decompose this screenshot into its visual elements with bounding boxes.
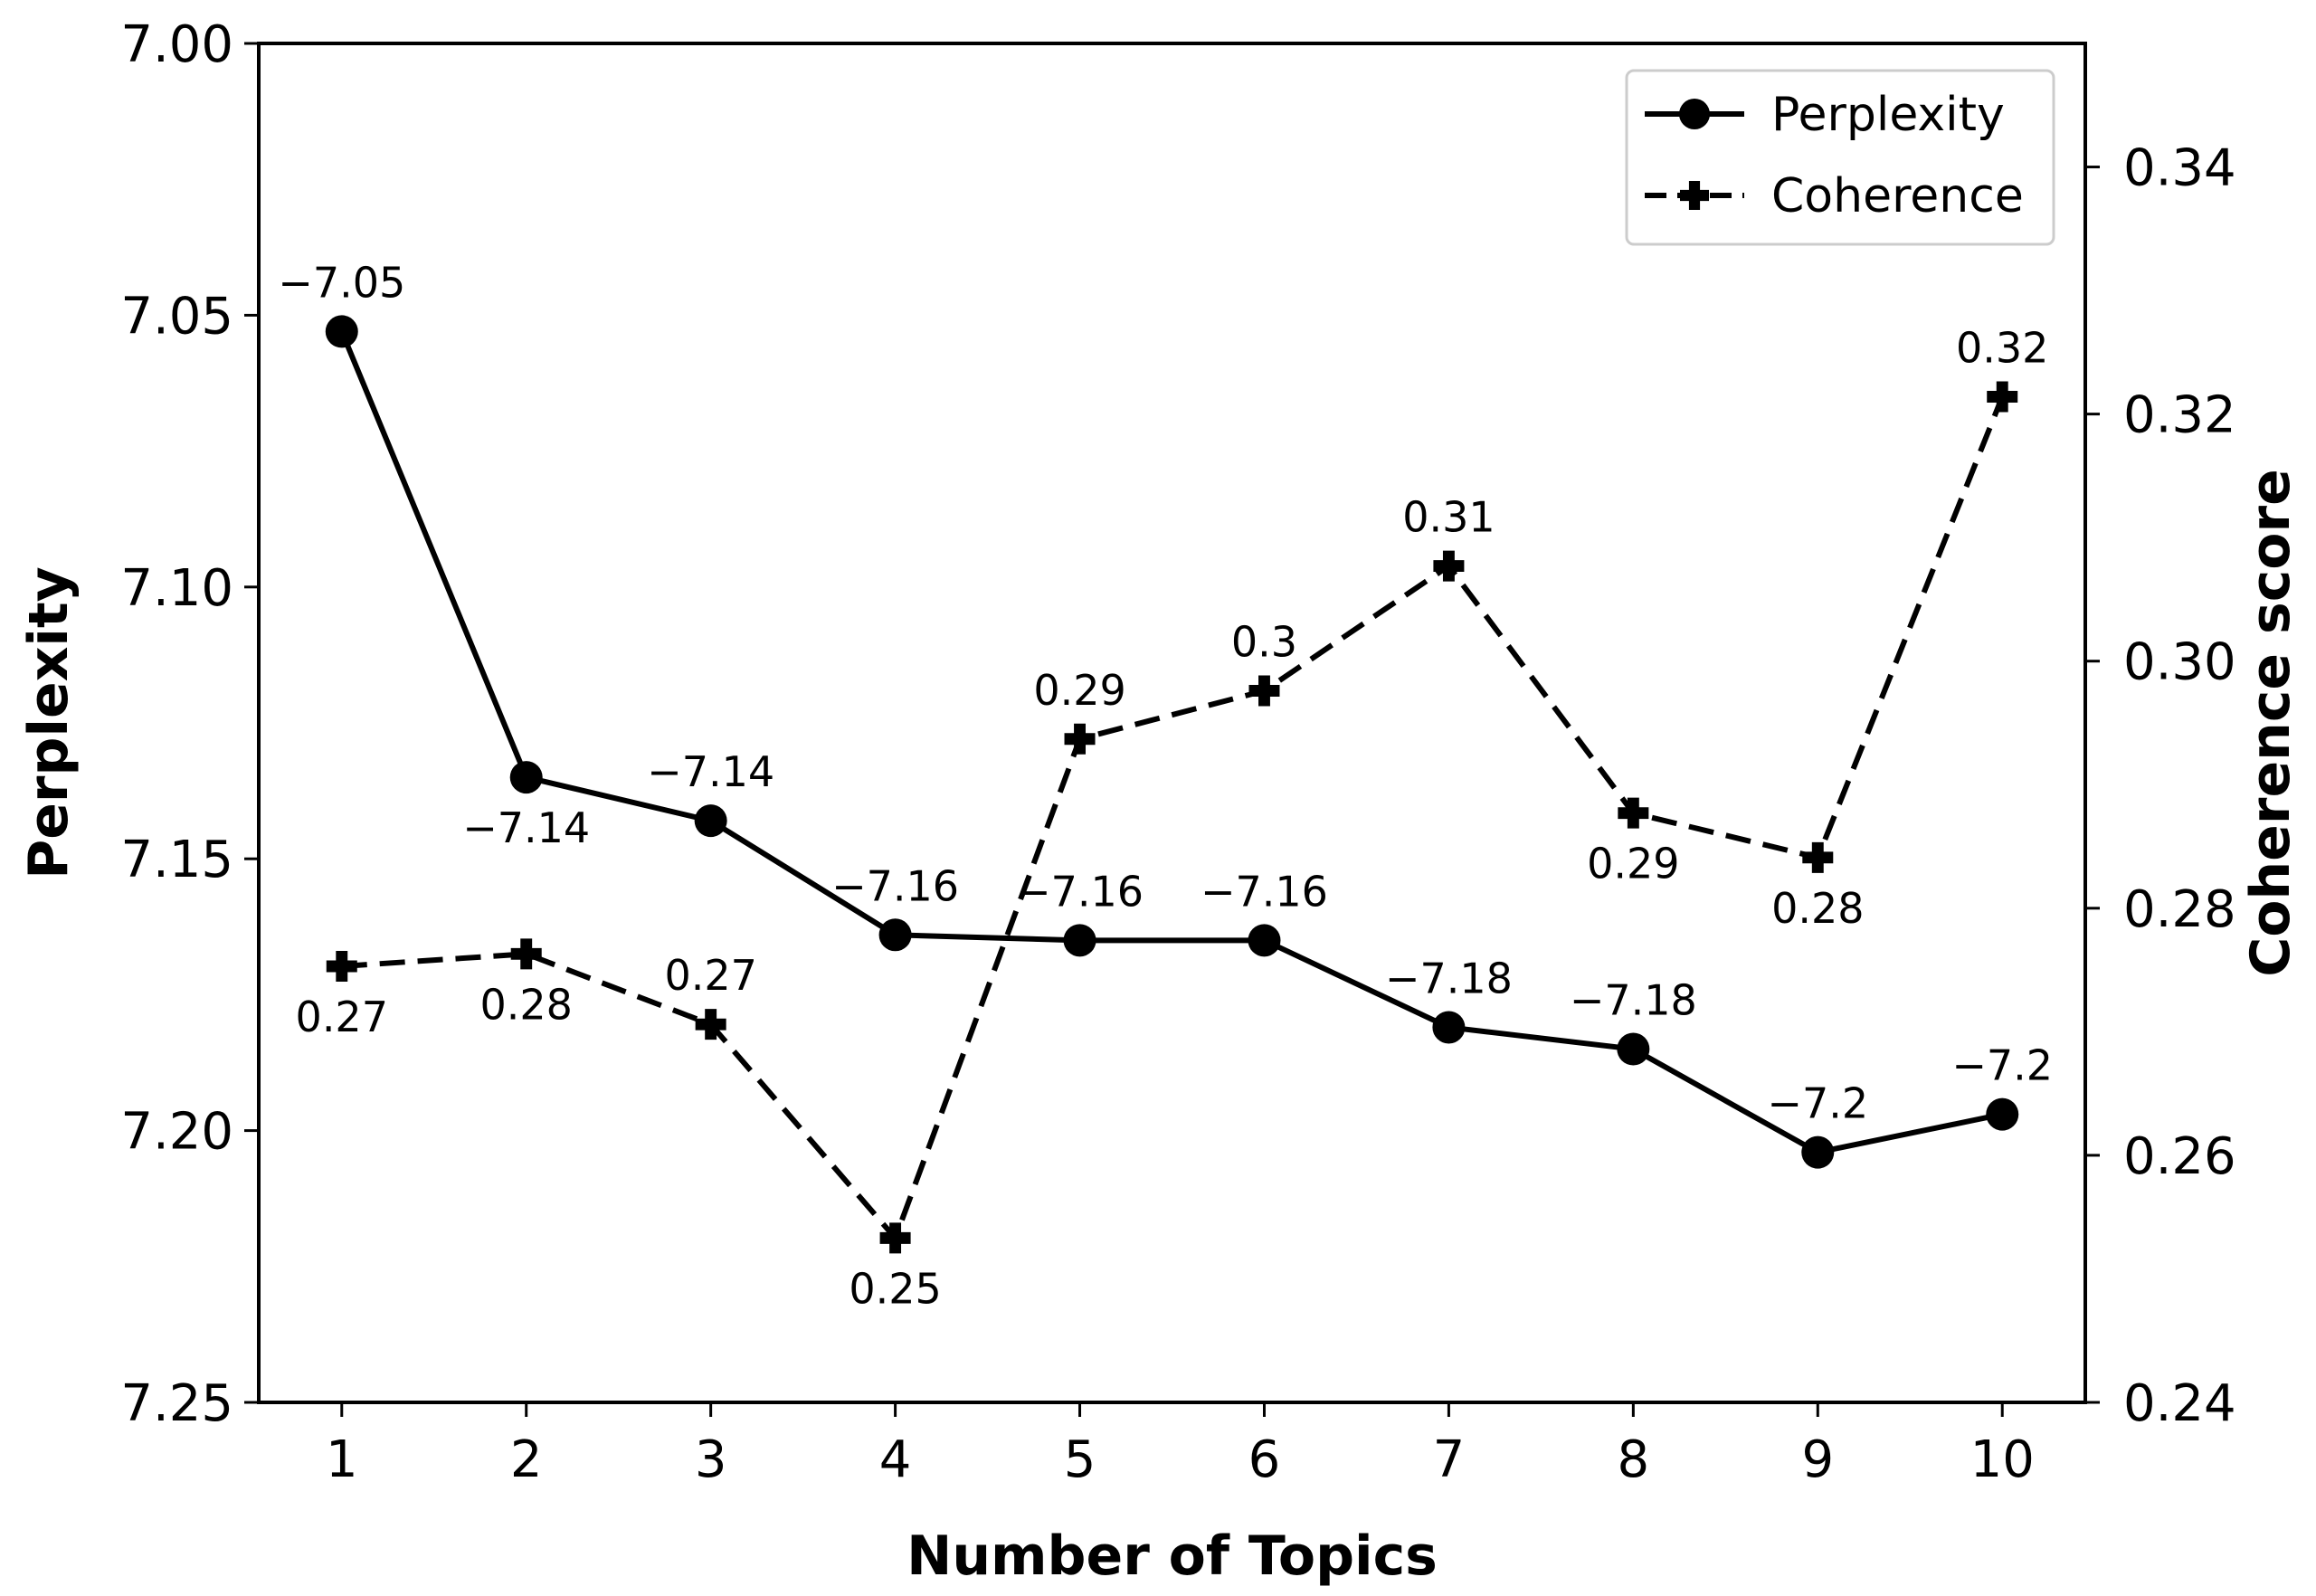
x-tick-label: 9: [1801, 1430, 1834, 1489]
coherence-data-label: 0.28: [1771, 884, 1864, 933]
left-y-tick-label: 7.00: [120, 15, 233, 74]
right-y-tick-label: 0.26: [2123, 1127, 2236, 1186]
coherence-point: [1987, 381, 2018, 413]
left-y-tick-label: 7.15: [120, 831, 233, 889]
right-y-tick-label: 0.28: [2123, 880, 2236, 939]
left-y-axis-title: Perplexity: [17, 566, 81, 879]
coherence-point: [1433, 550, 1465, 582]
x-axis-title: Number of Topics: [906, 1525, 1438, 1588]
coherence-data-label: 0.27: [664, 951, 756, 1000]
coherence-point: [326, 950, 357, 982]
perplexity-data-label: −7.18: [1570, 975, 1697, 1024]
legend-coherence-label: Coherence: [1771, 169, 2024, 223]
right-y-tick-label: 0.30: [2123, 633, 2236, 692]
legend-perplexity-marker: [1679, 99, 1710, 129]
coherence-point: [1618, 797, 1649, 829]
perplexity-point: [509, 761, 543, 794]
perplexity-data-label: −7.2: [1767, 1079, 1868, 1128]
x-tick-label: 7: [1433, 1430, 1466, 1489]
perplexity-point: [325, 315, 358, 348]
perplexity-data-label: −7.16: [1201, 867, 1328, 916]
legend: Perplexity Coherence: [1625, 69, 2055, 246]
legend-perplexity-label: Perplexity: [1771, 88, 2005, 142]
x-tick-label: 3: [695, 1430, 727, 1489]
perplexity-data-label: −7.14: [462, 803, 590, 852]
perplexity-point: [694, 804, 727, 838]
coherence-point: [695, 1009, 726, 1040]
coherence-data-label: 0.28: [480, 980, 573, 1029]
coherence-data-label: 0.27: [296, 993, 388, 1041]
coherence-data-label: 0.29: [1033, 666, 1125, 715]
perplexity-data-label: −7.18: [1385, 954, 1513, 1002]
coherence-point: [1064, 723, 1096, 755]
perplexity-point: [1063, 924, 1096, 957]
coherence-data-label: 0.29: [1587, 840, 1679, 888]
x-tick-label: 4: [879, 1430, 912, 1489]
perplexity-data-label: −7.2: [1951, 1041, 2053, 1090]
perplexity-point: [1801, 1135, 1835, 1169]
coherence-point: [1802, 841, 1834, 873]
x-tick-label: 10: [1970, 1430, 2035, 1489]
coherence-data-label: 0.31: [1402, 493, 1495, 542]
coherence-data-label: 0.32: [1956, 324, 2048, 373]
perplexity-data-label: −7.16: [831, 861, 959, 910]
perplexity-point: [1248, 924, 1281, 957]
coherence-line: [341, 395, 2006, 1241]
left-y-tick-label: 7.25: [120, 1374, 233, 1433]
x-tick-label: 1: [326, 1430, 358, 1489]
coherence-data-label: 0.25: [849, 1264, 941, 1313]
coherence-point: [510, 938, 542, 970]
perplexity-point: [1617, 1032, 1650, 1066]
x-tick-label: 5: [1064, 1430, 1096, 1489]
coherence-series: [326, 381, 2018, 1254]
perplexity-series: [325, 315, 2019, 1169]
perplexity-point: [1986, 1097, 2019, 1131]
left-y-tick-label: 7.20: [120, 1103, 233, 1162]
plot-frame: [257, 42, 2087, 1404]
coherence-point: [1248, 675, 1280, 707]
left-y-tick-label: 7.05: [120, 287, 233, 346]
right-y-tick-label: 0.32: [2123, 386, 2236, 445]
right-y-axis-title: Coherence score: [2239, 469, 2302, 977]
perplexity-data-label: −7.16: [1016, 867, 1144, 916]
left-y-tick-label: 7.10: [120, 559, 233, 618]
legend-coherence-marker: [1680, 181, 1709, 210]
right-y-tick-label: 0.34: [2123, 139, 2236, 198]
right-y-tick-label: 0.24: [2123, 1374, 2236, 1433]
perplexity-data-label: −7.14: [647, 747, 774, 796]
x-tick-label: 6: [1248, 1430, 1281, 1489]
perplexity-line: [339, 330, 2003, 1155]
coherence-point: [879, 1222, 911, 1254]
perplexity-data-label: −7.05: [278, 258, 405, 307]
x-tick-label: 2: [510, 1430, 543, 1489]
perplexity-point: [1432, 1011, 1466, 1044]
coherence-data-label: 0.3: [1231, 617, 1297, 666]
perplexity-point: [878, 918, 912, 952]
x-tick-label: 8: [1618, 1430, 1650, 1489]
